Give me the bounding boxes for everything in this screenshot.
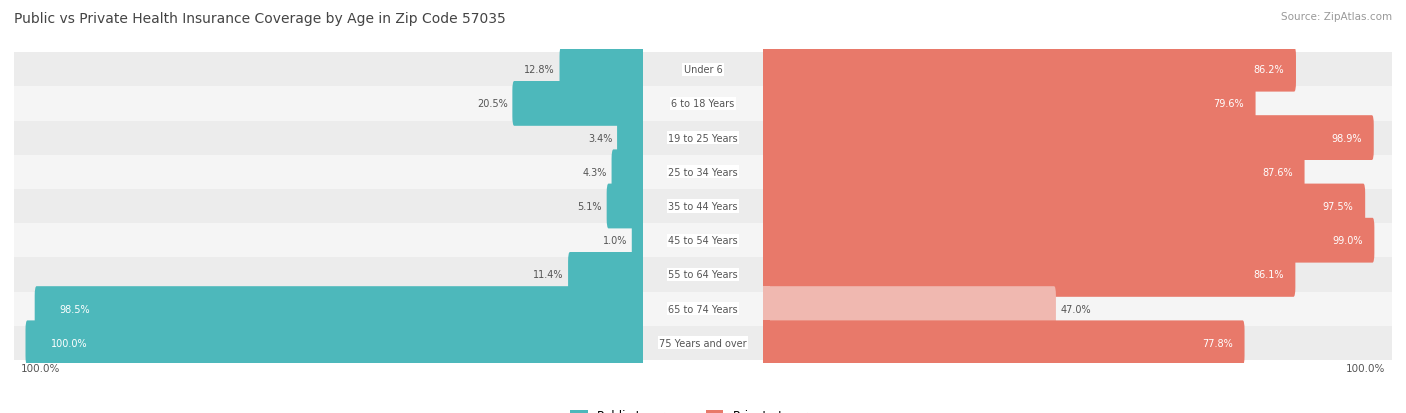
Bar <box>763 184 770 229</box>
Text: 11.4%: 11.4% <box>533 270 564 280</box>
Bar <box>14 292 1392 326</box>
Bar <box>636 184 643 229</box>
Bar <box>763 116 770 161</box>
Text: 77.8%: 77.8% <box>1202 338 1233 348</box>
FancyBboxPatch shape <box>765 320 1244 366</box>
Text: 12.8%: 12.8% <box>524 65 555 75</box>
Bar <box>763 218 770 263</box>
Text: 47.0%: 47.0% <box>1060 304 1091 314</box>
Legend: Public Insurance, Private Insurance: Public Insurance, Private Insurance <box>565 404 841 413</box>
FancyBboxPatch shape <box>765 150 1305 195</box>
Text: 79.6%: 79.6% <box>1213 99 1244 109</box>
FancyBboxPatch shape <box>512 82 641 126</box>
Text: Source: ZipAtlas.com: Source: ZipAtlas.com <box>1281 12 1392 22</box>
Text: Public vs Private Health Insurance Coverage by Age in Zip Code 57035: Public vs Private Health Insurance Cover… <box>14 12 506 26</box>
Bar <box>14 190 1392 223</box>
FancyBboxPatch shape <box>765 47 1296 93</box>
Bar <box>763 150 770 195</box>
Bar <box>763 252 770 297</box>
Bar <box>636 47 643 93</box>
FancyBboxPatch shape <box>606 184 641 229</box>
Text: 75 Years and over: 75 Years and over <box>659 338 747 348</box>
Text: Under 6: Under 6 <box>683 65 723 75</box>
Text: 20.5%: 20.5% <box>477 99 508 109</box>
Bar <box>14 258 1392 292</box>
Bar <box>14 121 1392 155</box>
Text: 1.0%: 1.0% <box>603 236 627 246</box>
Text: 35 to 44 Years: 35 to 44 Years <box>668 202 738 211</box>
FancyBboxPatch shape <box>612 150 641 195</box>
Text: 87.6%: 87.6% <box>1263 167 1292 177</box>
Bar <box>763 82 770 126</box>
Bar <box>636 252 643 297</box>
Text: 65 to 74 Years: 65 to 74 Years <box>668 304 738 314</box>
FancyBboxPatch shape <box>765 252 1295 297</box>
Bar <box>636 82 643 126</box>
Text: 86.1%: 86.1% <box>1253 270 1284 280</box>
Text: 86.2%: 86.2% <box>1254 65 1284 75</box>
Bar <box>636 320 643 366</box>
Bar <box>636 287 643 331</box>
FancyBboxPatch shape <box>765 82 1256 126</box>
Text: 6 to 18 Years: 6 to 18 Years <box>672 99 734 109</box>
Bar <box>14 87 1392 121</box>
Text: 97.5%: 97.5% <box>1323 202 1354 211</box>
FancyBboxPatch shape <box>631 218 641 263</box>
Text: 3.4%: 3.4% <box>588 133 612 143</box>
Text: 19 to 25 Years: 19 to 25 Years <box>668 133 738 143</box>
Bar <box>14 53 1392 87</box>
FancyBboxPatch shape <box>765 287 1056 331</box>
Text: 98.9%: 98.9% <box>1331 133 1362 143</box>
Text: 100.0%: 100.0% <box>21 363 60 373</box>
Bar <box>636 150 643 195</box>
FancyBboxPatch shape <box>25 320 641 366</box>
Bar <box>636 116 643 161</box>
FancyBboxPatch shape <box>568 252 641 297</box>
Bar <box>763 320 770 366</box>
Bar <box>14 155 1392 190</box>
Text: 98.5%: 98.5% <box>60 304 90 314</box>
Bar <box>14 223 1392 258</box>
FancyBboxPatch shape <box>617 116 641 161</box>
Text: 45 to 54 Years: 45 to 54 Years <box>668 236 738 246</box>
Text: 4.3%: 4.3% <box>582 167 607 177</box>
Text: 25 to 34 Years: 25 to 34 Years <box>668 167 738 177</box>
FancyBboxPatch shape <box>765 116 1374 161</box>
Bar <box>636 218 643 263</box>
Text: 99.0%: 99.0% <box>1331 236 1362 246</box>
Bar <box>14 326 1392 360</box>
Text: 100.0%: 100.0% <box>51 338 87 348</box>
Text: 55 to 64 Years: 55 to 64 Years <box>668 270 738 280</box>
Bar <box>763 47 770 93</box>
FancyBboxPatch shape <box>765 218 1375 263</box>
Bar <box>763 287 770 331</box>
Text: 100.0%: 100.0% <box>1346 363 1385 373</box>
Text: 5.1%: 5.1% <box>578 202 602 211</box>
FancyBboxPatch shape <box>560 47 641 93</box>
FancyBboxPatch shape <box>35 287 641 331</box>
FancyBboxPatch shape <box>765 184 1365 229</box>
